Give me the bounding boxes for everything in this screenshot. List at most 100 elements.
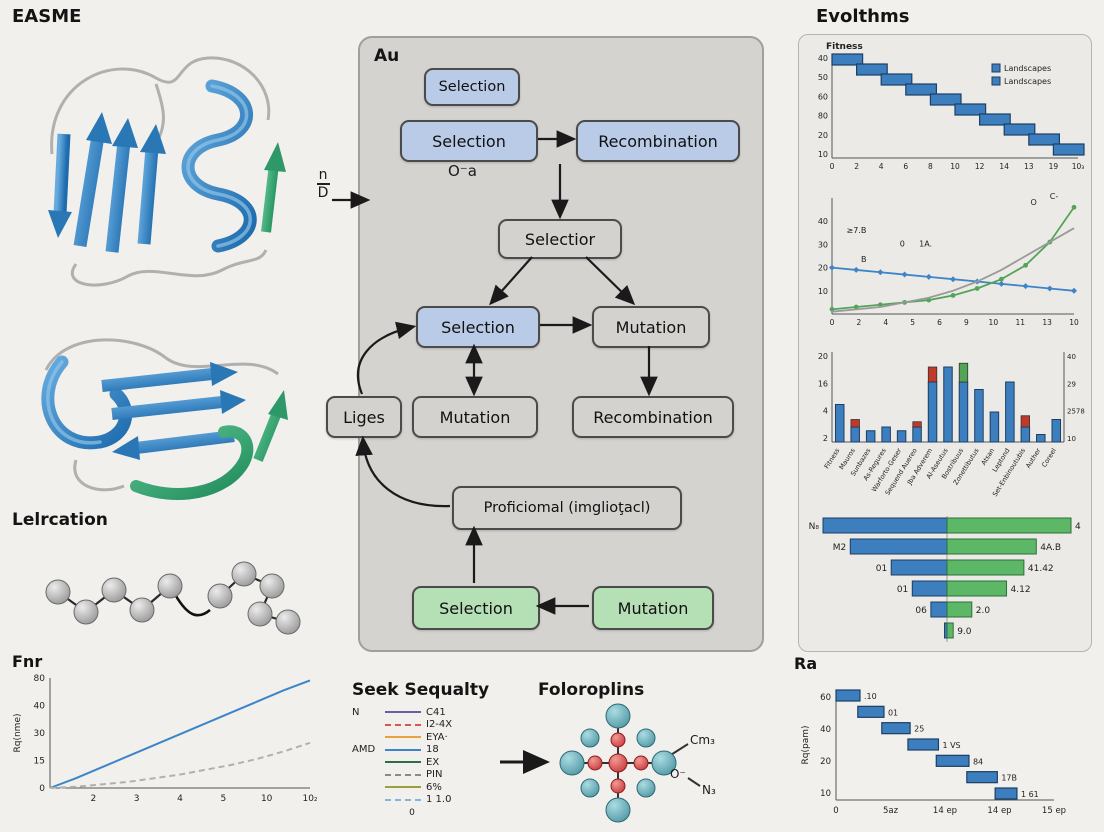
stair-bar: [855, 63, 888, 76]
chart-label: 4: [823, 407, 828, 416]
tornado-bar-right: [946, 538, 1037, 555]
chart-label: 13: [1024, 162, 1034, 171]
hstair-bar: [907, 738, 940, 751]
legend-right-label: EYA·: [426, 731, 448, 743]
bar: [912, 426, 922, 443]
legend-row: N C41: [352, 706, 504, 719]
bar: [927, 381, 938, 443]
bar: [1005, 381, 1015, 443]
molecule-atoms: [45, 561, 301, 635]
marker-diamond: [1046, 285, 1053, 292]
chart-label: 14 ep: [933, 806, 957, 816]
legend-right-label: 18: [426, 744, 439, 756]
stair-bar: [1003, 123, 1036, 136]
legend-row: PIN: [352, 769, 504, 782]
stair-bar: [1028, 133, 1061, 146]
legend-right-label: PIN: [426, 769, 443, 781]
row-label: 01: [876, 564, 887, 574]
chart-label: 60: [820, 693, 831, 703]
easme-title: EASME: [12, 6, 82, 27]
legend-row: 1 1.0: [352, 794, 504, 807]
hstair-bar: [835, 689, 861, 702]
chart-label: 10: [818, 287, 828, 296]
teal-strand-arrow: [261, 142, 286, 233]
liges-box: Liges: [326, 396, 402, 438]
legend-right-label: 6%: [426, 781, 442, 793]
chart-label: 2: [823, 434, 828, 443]
beta-sheet-arrows: [48, 112, 166, 253]
bar-value: 17B: [1001, 774, 1017, 783]
legend-left-label: AMD: [352, 744, 376, 756]
marker-diamond: [1071, 287, 1077, 294]
marker-diamond: [950, 276, 956, 283]
chart-label: 6: [937, 318, 942, 327]
legend-row: EYA·: [352, 731, 504, 744]
chart-label: 9: [964, 318, 969, 327]
marker-circle: [1071, 204, 1077, 210]
stair-bar: [831, 53, 864, 66]
molecule-atoms: [559, 703, 677, 823]
chart-label: 5az: [883, 806, 899, 816]
chart-label: 80: [818, 112, 828, 121]
fnr-line-chart: 80 40 30 15 0 2 3 4 5 10 10₂ Rq(nme): [13, 674, 318, 804]
substituent-label-top: Cm₃: [690, 733, 715, 747]
chart-label: 4: [883, 318, 888, 327]
chart-label: 80: [34, 674, 46, 684]
legend-row: I2-4X: [352, 719, 504, 732]
row-value: 41.42: [1028, 564, 1054, 574]
selection-box-4: Selection: [412, 586, 540, 630]
chart-label: 10: [950, 162, 960, 171]
hstair-bar: [881, 722, 911, 735]
convergence-line-chart: 40 30 20 10 0 2 4 5 6 9 10 11 13 10 ≥7.B B 0 1A. O C-: [818, 192, 1079, 327]
legend-line-sample: [385, 798, 421, 801]
chart-label: 40: [1067, 353, 1076, 361]
chart-label: 29: [1067, 380, 1076, 388]
marker-diamond: [998, 280, 1005, 287]
annotation: 1A.: [919, 240, 932, 249]
bar: [1051, 419, 1062, 443]
x-category-label: Coreel: [1040, 447, 1058, 469]
chart-label: 30: [818, 240, 828, 249]
beta-sheet-arrows: [101, 362, 246, 460]
row-label: 01: [897, 585, 908, 595]
alpha-helix: [181, 79, 257, 253]
chart-label: 40: [820, 725, 831, 735]
chart-label: 4: [879, 162, 884, 171]
legend-right-label: EX: [426, 756, 440, 768]
tornado-bar-right: [946, 622, 954, 639]
ra-chart-title: Ra: [794, 654, 818, 673]
phosphate-molecule: Cm₃ O⁻ N₃: [559, 703, 716, 823]
chart-label: 2578: [1067, 408, 1085, 416]
hstair-bar: [966, 771, 998, 784]
chart-label: 10₂: [302, 794, 317, 804]
bar-value: 25: [914, 725, 924, 734]
chart-label: 10₃: [1072, 162, 1085, 171]
input-fraction-label: n D: [312, 168, 334, 200]
bar-value: 1 61: [1021, 790, 1039, 799]
lelrcation-title: Lelrcation: [12, 510, 108, 530]
marker-diamond: [853, 266, 860, 273]
legend-line-sample: [385, 773, 421, 776]
stair-bar: [880, 73, 913, 86]
chart-label: 10: [989, 318, 999, 327]
tornado-bar-right: [946, 559, 1025, 576]
legend-right-label: C41: [426, 706, 446, 718]
chart-label: 6: [903, 162, 908, 171]
bar-top-segment: [850, 419, 860, 428]
row-value: 2.0: [976, 606, 991, 616]
chart-label: 20: [818, 352, 828, 361]
marker-diamond: [877, 269, 884, 276]
peptide-molecule: [45, 561, 301, 635]
evolthms-title: Evolthms: [816, 6, 910, 27]
alpha-helix-blue: [41, 355, 133, 450]
chart-label: 10: [261, 794, 273, 804]
bar: [989, 411, 1000, 443]
bar: [896, 430, 907, 443]
bar: [1036, 434, 1046, 443]
chart-label: 12: [975, 162, 985, 171]
row-label: M2: [833, 543, 847, 553]
row-label: N₈: [809, 522, 820, 532]
recombination-box-2: Recombination: [572, 396, 734, 438]
chart-label: 0: [833, 806, 838, 816]
